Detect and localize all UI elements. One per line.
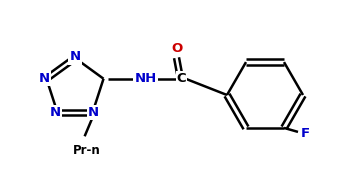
Text: C: C — [177, 72, 186, 85]
Text: NH: NH — [134, 72, 157, 85]
Text: O: O — [171, 42, 182, 55]
Text: N: N — [88, 106, 99, 119]
Text: N: N — [50, 106, 61, 119]
Text: Pr-n: Pr-n — [73, 144, 101, 157]
Text: F: F — [300, 127, 310, 140]
Text: N: N — [70, 51, 80, 64]
Text: N: N — [39, 72, 50, 85]
